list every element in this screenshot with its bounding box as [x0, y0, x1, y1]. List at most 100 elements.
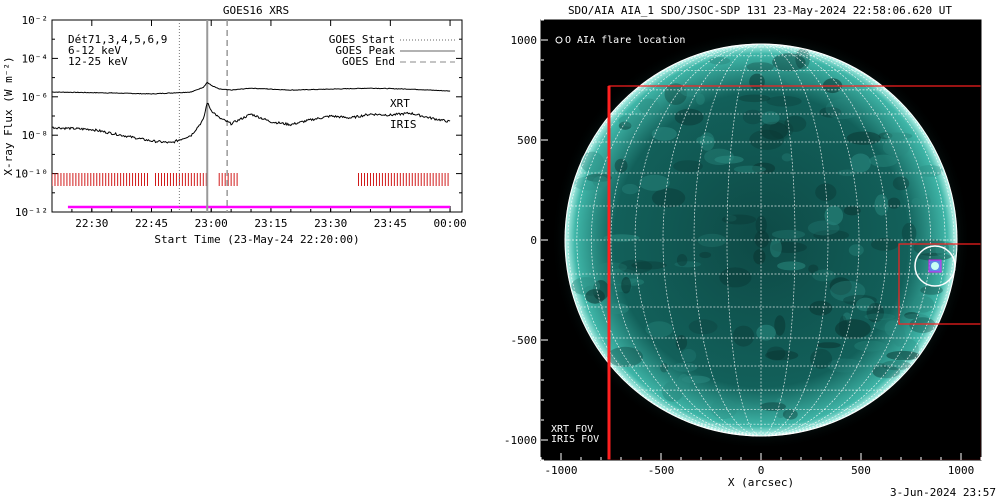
solar-texture-blob: [874, 194, 889, 216]
solar-texture-blob: [662, 381, 684, 402]
goes-title: GOES16 XRS: [223, 4, 289, 17]
goes-chart: GOES16 XRS 10⁻² 10⁻⁴ 10⁻⁶ 10⁻⁸ 10⁻¹⁰ 10⁻¹² 22…: [2, 4, 467, 246]
solar-texture-blob: [770, 238, 782, 258]
solar-texture-blob: [771, 241, 807, 253]
solar-texture-blob: [753, 249, 766, 265]
solar-texture-blob: [742, 109, 764, 125]
aia-y-tick-label: 0: [530, 234, 537, 247]
solar-texture-blob: [785, 72, 817, 87]
solar-texture-blob: [607, 346, 643, 367]
solar-texture-blob: [912, 296, 935, 313]
solar-texture-blob: [714, 155, 744, 164]
solar-texture-blob: [618, 121, 632, 130]
solar-texture-blob: [719, 267, 752, 288]
legend-goes-start: GOES Start: [329, 33, 395, 46]
solar-texture-blob: [677, 374, 691, 392]
solar-texture-blob: [810, 348, 833, 369]
legend-12-25-kev: 12-25 keV: [68, 55, 128, 68]
solar-texture-blob: [688, 319, 718, 335]
aia-y-tick-label: 500: [517, 134, 537, 147]
solar-texture-blob: [673, 160, 703, 173]
solar-texture-blob: [848, 244, 864, 256]
solar-texture-blob: [603, 234, 640, 242]
solar-texture-blob: [645, 321, 673, 338]
goes-x-label: Start Time (23-May-24 22:20:00): [154, 233, 359, 246]
solar-texture-blob: [681, 348, 697, 363]
flare-location-circle: [914, 245, 956, 287]
solar-texture-blob: [759, 402, 786, 411]
solar-texture-blob: [765, 350, 799, 361]
solar-texture-blob: [681, 375, 711, 384]
goes-series: [52, 81, 451, 144]
solar-texture-blob: [808, 264, 819, 274]
solar-texture-blob: [782, 409, 798, 420]
solar-texture-blob: [777, 261, 806, 271]
solar-texture-blob: [901, 222, 917, 244]
flare-legend-label: O AIA flare location: [565, 35, 685, 46]
solar-texture-blob: [864, 313, 896, 321]
solar-texture-blob: [872, 363, 888, 378]
solar-texture-blob: [708, 57, 731, 65]
solar-texture-blob: [760, 121, 789, 140]
solar-texture-blob: [732, 325, 755, 347]
footer-date: 3-Jun-2024 23:57: [890, 486, 996, 499]
solar-texture-blob: [892, 325, 906, 347]
solar-texture-blob: [738, 94, 771, 103]
solar-texture-blob: [916, 252, 951, 261]
solar-texture-blob: [824, 205, 844, 226]
goes-x-tick-label: 22:45: [135, 217, 168, 230]
solar-texture-blob: [839, 315, 848, 337]
aia-y-tick-label: -1000: [504, 434, 537, 447]
solar-texture-blob: [618, 259, 653, 274]
goes-y-tick-label: 10⁻²: [22, 14, 49, 27]
detector-legend-title: Dét71,3,4,5,6,9: [68, 33, 167, 46]
solar-texture-blob: [596, 262, 628, 273]
solar-texture-blob: [882, 138, 910, 157]
solar-texture-blob: [676, 254, 688, 267]
solar-texture-blob: [733, 165, 767, 173]
aia-x-tick-label: 0: [758, 464, 765, 477]
solar-texture-blob: [881, 360, 911, 371]
solar-texture-blob: [651, 188, 686, 208]
solar-texture-blob: [911, 197, 922, 206]
solar-texture-blob: [696, 135, 714, 145]
goes-short-channel: [52, 102, 451, 144]
coverage-bars: [52, 173, 451, 209]
solar-texture-blob: [651, 126, 677, 141]
solar-texture-blob: [749, 129, 784, 150]
solar-texture-blob: [920, 285, 943, 295]
solar-texture-blob: [710, 398, 738, 420]
aia-title: SDO/AIA AIA_1 SDO/JSOC-SDP 131 23-May-20…: [568, 4, 952, 17]
solar-texture-blob: [592, 175, 609, 188]
solar-texture: [571, 48, 958, 420]
goes-x-tick-label: 22:30: [75, 217, 108, 230]
solar-texture-blob: [816, 342, 841, 349]
solar-texture-blob: [886, 350, 920, 361]
aia-x-tick-label: -1000: [544, 464, 577, 477]
xrt-fov-label: XRT FOV: [551, 424, 593, 435]
goes-y-tick-label: 10⁻¹²: [15, 206, 48, 219]
fov-boxes: [607, 85, 981, 460]
goes-y-tick-label: 10⁻⁴: [22, 52, 49, 65]
solar-texture-blob: [631, 261, 667, 270]
aia-y-axis: 1000 500 0 -500 -1000: [504, 19, 548, 461]
solar-texture-blob: [784, 115, 807, 132]
iris-annotation: IRIS: [390, 118, 417, 131]
solar-texture-blob: [605, 303, 629, 315]
solar-texture-blob: [856, 297, 875, 312]
legend-goes-end: GOES End: [342, 55, 395, 68]
solar-texture-blob: [752, 162, 776, 174]
solar-texture-blob: [749, 73, 765, 91]
solar-texture-blob: [638, 98, 660, 115]
solar-texture-blob: [809, 300, 833, 316]
solar-texture-blob: [846, 131, 881, 145]
solar-texture-blob: [892, 176, 910, 191]
grid-meridian: [567, 43, 762, 437]
solar-texture-blob: [614, 158, 628, 173]
goes-y-label: X-ray Flux (W m⁻²): [2, 56, 15, 175]
solar-texture-blob: [638, 174, 670, 191]
xrt-annotation: XRT: [390, 97, 410, 110]
goes-y-tick-label: 10⁻⁶: [22, 91, 49, 104]
solar-texture-blob: [774, 397, 787, 419]
